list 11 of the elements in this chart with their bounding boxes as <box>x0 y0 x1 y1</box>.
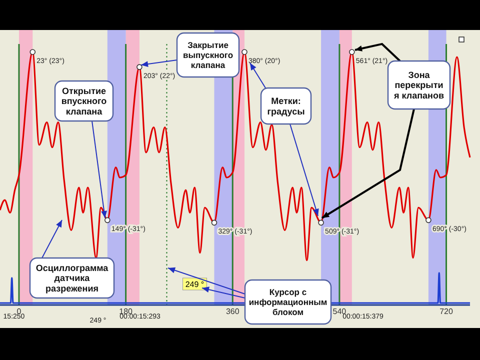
x-tick-label: 540 <box>332 307 347 316</box>
annotation: Открытие впускного клапана <box>61 86 108 116</box>
x-tick-label: 180 <box>119 307 134 316</box>
annotation: Метки: градусы <box>267 96 306 116</box>
annotation: Осциллограмма датчика разрежения <box>36 262 110 294</box>
annotation: Закрытие выпускного клапана <box>182 40 234 70</box>
x-tick-label: 720 <box>440 307 454 316</box>
annotation: Курсор с информационным блоком <box>248 287 328 317</box>
annotation: Зона перекрыти я клапанов <box>394 70 444 100</box>
ref-line-label: 249 ° <box>185 280 204 289</box>
x-tick-label: 360 <box>226 307 240 316</box>
